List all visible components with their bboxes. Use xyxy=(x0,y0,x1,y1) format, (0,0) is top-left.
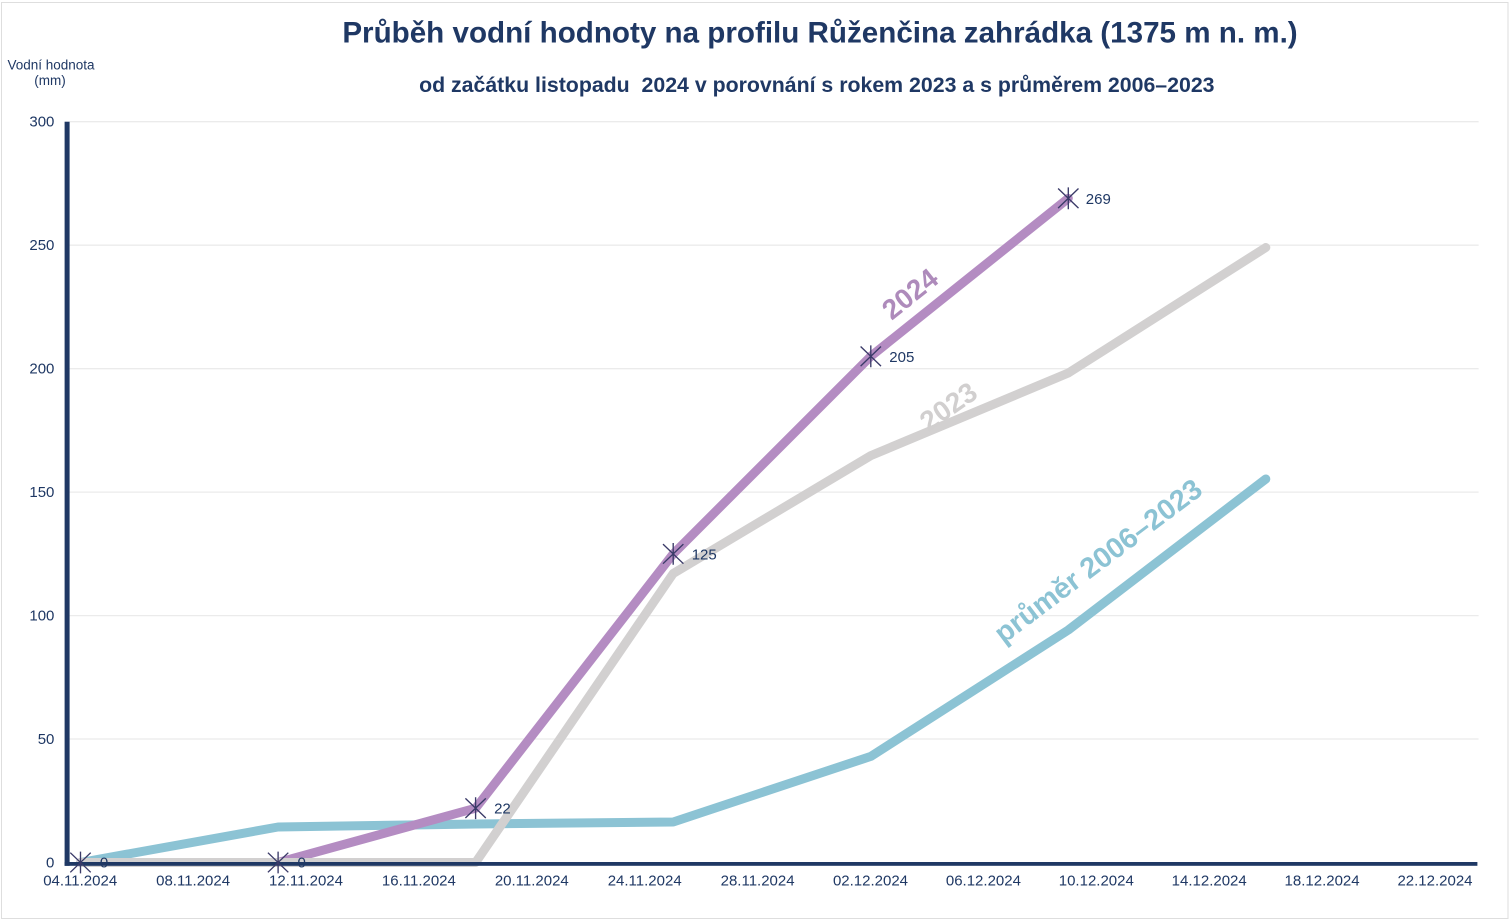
svg-text:16.11.2024: 16.11.2024 xyxy=(382,872,456,889)
svg-text:(mm): (mm) xyxy=(34,73,65,88)
svg-text:18.12.2024: 18.12.2024 xyxy=(1285,872,1360,889)
svg-text:250: 250 xyxy=(29,237,54,254)
svg-text:205: 205 xyxy=(889,349,914,366)
svg-text:0: 0 xyxy=(298,854,306,871)
svg-text:10.12.2024: 10.12.2024 xyxy=(1059,872,1134,889)
svg-text:28.11.2024: 28.11.2024 xyxy=(721,872,795,889)
svg-text:125: 125 xyxy=(692,546,717,563)
svg-text:22.12.2024: 22.12.2024 xyxy=(1397,872,1472,889)
svg-text:50: 50 xyxy=(38,731,55,748)
svg-text:08.11.2024: 08.11.2024 xyxy=(156,872,230,889)
svg-text:150: 150 xyxy=(29,484,54,501)
svg-text:Průběh vodní hodnoty na profil: Průběh vodní hodnoty na profilu Růženčin… xyxy=(342,17,1297,50)
svg-text:12.11.2024: 12.11.2024 xyxy=(269,872,343,889)
svg-text:300: 300 xyxy=(29,114,54,131)
svg-text:200: 200 xyxy=(29,361,54,378)
svg-text:0: 0 xyxy=(100,854,108,871)
svg-text:Vodní hodnota: Vodní hodnota xyxy=(7,57,95,72)
svg-text:0: 0 xyxy=(46,854,54,871)
svg-text:02.12.2024: 02.12.2024 xyxy=(833,872,908,889)
svg-text:14.12.2024: 14.12.2024 xyxy=(1172,872,1247,889)
svg-text:od začátku listopadu 2024 v p: od začátku listopadu 2024 v porovnání s … xyxy=(419,73,1215,97)
svg-text:20.11.2024: 20.11.2024 xyxy=(495,872,569,889)
svg-text:269: 269 xyxy=(1086,191,1111,208)
svg-text:06.12.2024: 06.12.2024 xyxy=(946,872,1021,889)
svg-text:22: 22 xyxy=(494,801,511,818)
svg-text:04.11.2024: 04.11.2024 xyxy=(43,872,117,889)
svg-text:24.11.2024: 24.11.2024 xyxy=(608,872,682,889)
svg-text:100: 100 xyxy=(29,608,54,625)
